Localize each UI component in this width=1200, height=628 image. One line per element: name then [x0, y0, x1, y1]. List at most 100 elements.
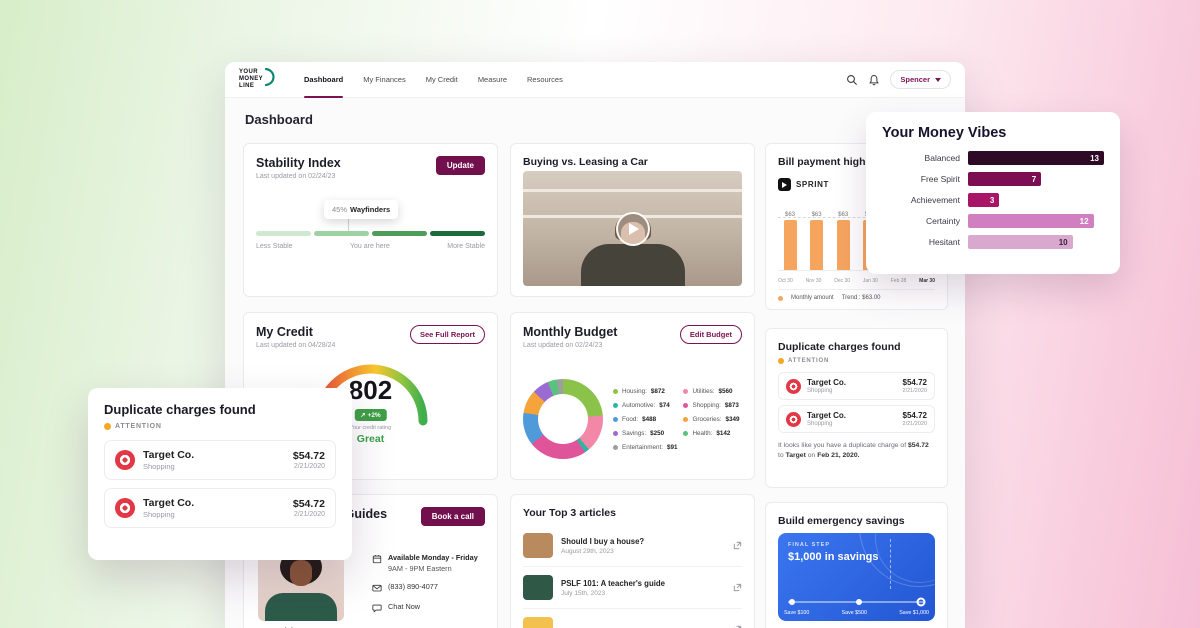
availability-days: Available Monday - Friday	[388, 553, 478, 562]
calendar-icon	[372, 554, 382, 564]
financial-guides-card: Your Financial Guides Book a call Stacy …	[243, 494, 498, 628]
main-nav: Dashboard My Finances My Credit Measure Reso…	[304, 62, 563, 98]
charge-amount: $54.72	[902, 378, 927, 387]
credit-updated: Last updated on 04/28/24	[256, 342, 336, 349]
external-link-icon[interactable]	[733, 625, 742, 628]
bill-x-label: Dec 30	[834, 278, 851, 284]
vibe-bar-track: 12	[968, 214, 1104, 228]
article-list: Should I buy a house? August 29th, 2023 PS…	[523, 525, 742, 628]
phone-row: (833) 890-4077	[372, 582, 487, 593]
vibes-rows: Balanced 13 Free Spirit 7 Achievement 3 Certai…	[882, 151, 1104, 249]
stability-track[interactable]	[256, 231, 485, 236]
savings-milestones: Save $100 Save $500 Save $1,000	[784, 610, 929, 616]
guide-contact-info: Available Monday - Friday 9AM - 9PM East…	[372, 553, 487, 622]
vendor-name: Target Co.	[143, 497, 195, 509]
legend-label: Housing	[622, 388, 647, 395]
vendor-category: Shopping	[143, 510, 175, 519]
article-thumbnail	[523, 575, 553, 600]
milestone-node-1	[789, 599, 796, 605]
legend-label: Food	[622, 416, 638, 423]
legend-amount: $74	[659, 401, 670, 409]
bill-x-label: Feb 28	[890, 278, 907, 284]
article-text: PSLF 101: A teacher's guide July 15th, 20…	[561, 579, 665, 597]
see-full-report-button[interactable]: See Full Report	[409, 325, 485, 344]
trend-line	[778, 217, 935, 218]
duplicate-amount-info: $54.72 2/21/2020	[903, 378, 927, 394]
video-thumbnail[interactable]	[523, 171, 742, 286]
update-button[interactable]: Update	[435, 156, 485, 175]
duplicate-charge-row[interactable]: Target Co. Shopping $54.72 2/21/2020	[778, 372, 935, 400]
edit-budget-button[interactable]: Edit Budget	[679, 325, 742, 344]
vibe-row-free-spirit: Free Spirit 7	[882, 172, 1104, 186]
phone-number[interactable]: (833) 890-4077	[388, 582, 438, 591]
savings-panel[interactable]: FINAL STEP $1,000 in savings Save $100 Sa…	[778, 533, 935, 621]
nav-item-dashboard[interactable]: Dashboard	[304, 62, 344, 98]
duplicate-charges-overlay-card: Duplicate charges found ATTENTION Target…	[88, 388, 352, 560]
your-money-line-logo[interactable]: YOUR MONEY LINE	[239, 66, 278, 93]
savings-headline: $1,000 in savings	[788, 551, 879, 563]
article-thumbnail	[523, 533, 553, 558]
article-list-item[interactable]	[523, 609, 742, 628]
budget-legend-item-utilities: Utilities $560	[683, 388, 744, 395]
tooltip-percent: 45%	[332, 205, 348, 214]
user-menu-button[interactable]: Spencer	[890, 70, 951, 89]
charge-amount: $54.72	[292, 498, 325, 510]
legend-dot	[613, 402, 618, 408]
milestone-node-3	[916, 597, 926, 607]
legend-dot	[613, 444, 618, 450]
legend-dot	[613, 416, 618, 422]
attention-label: ATTENTION	[115, 423, 162, 430]
bill-bar-group: $63	[805, 212, 829, 270]
savings-progress	[788, 597, 926, 607]
logo-swirl-icon	[264, 66, 278, 93]
guide-figure	[290, 560, 312, 586]
target-logo-icon	[786, 411, 801, 427]
charge-amount: $54.72	[902, 411, 927, 420]
credit-score-value: 802	[348, 375, 393, 405]
savings-step-label: FINAL STEP	[788, 542, 830, 548]
monthly-amount-dot	[778, 295, 783, 301]
external-link-icon[interactable]	[733, 583, 742, 592]
chat-now-link[interactable]: Chat Now	[388, 602, 421, 611]
bill-x-labels: Oct 30 Nov 30 Dec 30 Jan 30 Feb 28 Mar 30	[778, 278, 935, 284]
search-icon[interactable]	[846, 74, 858, 86]
duplicate-charge-row[interactable]: Target Co. Shopping $54.72 2/21/2020	[778, 405, 935, 433]
duplicate-amount-info: $54.72 2/21/2020	[903, 411, 927, 427]
legend-amount: $560	[718, 387, 733, 395]
budget-legend-item-shopping: Shopping $873	[683, 402, 744, 409]
savings-milestone-label: Save $1,000	[899, 610, 929, 616]
presenter-figure	[580, 244, 685, 286]
notifications-bell-icon[interactable]	[868, 74, 880, 86]
article-list-item[interactable]: Should I buy a house? August 29th, 2023	[523, 525, 742, 567]
nav-item-my-finances[interactable]: My Finances	[363, 75, 406, 84]
nav-item-measure[interactable]: Measure	[477, 75, 507, 84]
nav-item-resources[interactable]: Resources	[527, 75, 563, 84]
charge-date: 2/21/2020	[293, 463, 325, 470]
legend-label: Utilities	[692, 388, 714, 395]
video-card: Buying vs. Leasing a Car	[510, 143, 755, 297]
book-a-call-button[interactable]: Book a call	[420, 507, 485, 526]
bill-title: Bill payment higher	[778, 156, 876, 168]
charge-date: 2/21/2020	[902, 388, 927, 394]
stability-segment-2	[314, 231, 369, 236]
duplicate-charge-row[interactable]: Target Co. Shopping $54.72 2/21/2020	[104, 440, 336, 480]
nav-item-my-credit[interactable]: My Credit	[425, 75, 458, 84]
bill-bar-group: $63	[831, 212, 855, 270]
duplicate-note: It looks like you have a duplicate charg…	[778, 442, 929, 460]
bill-bar	[810, 220, 824, 270]
legend-amount: $488	[642, 415, 657, 423]
budget-legend-item-savings: Savings $250	[613, 430, 677, 437]
legend-dot	[683, 430, 689, 436]
stability-scale-label: More Stable	[447, 243, 485, 250]
legend-amount: $142	[716, 429, 731, 437]
budget-legend-item-automotive: Automotive $74	[613, 402, 677, 409]
duplicate-charge-row[interactable]: Target Co. Shopping $54.72 2/21/2020	[104, 488, 336, 528]
external-link-icon[interactable]	[733, 541, 742, 550]
credit-rating-value: Great	[356, 433, 385, 445]
article-title: Should I buy a house?	[561, 536, 645, 546]
play-button-icon[interactable]	[615, 211, 650, 246]
article-list-item[interactable]: PSLF 101: A teacher's guide July 15th, 20…	[523, 567, 742, 609]
bill-x-label: Jan 30	[862, 278, 878, 284]
stability-segment-1	[256, 231, 311, 236]
article-title: PSLF 101: A teacher's guide	[561, 578, 665, 588]
